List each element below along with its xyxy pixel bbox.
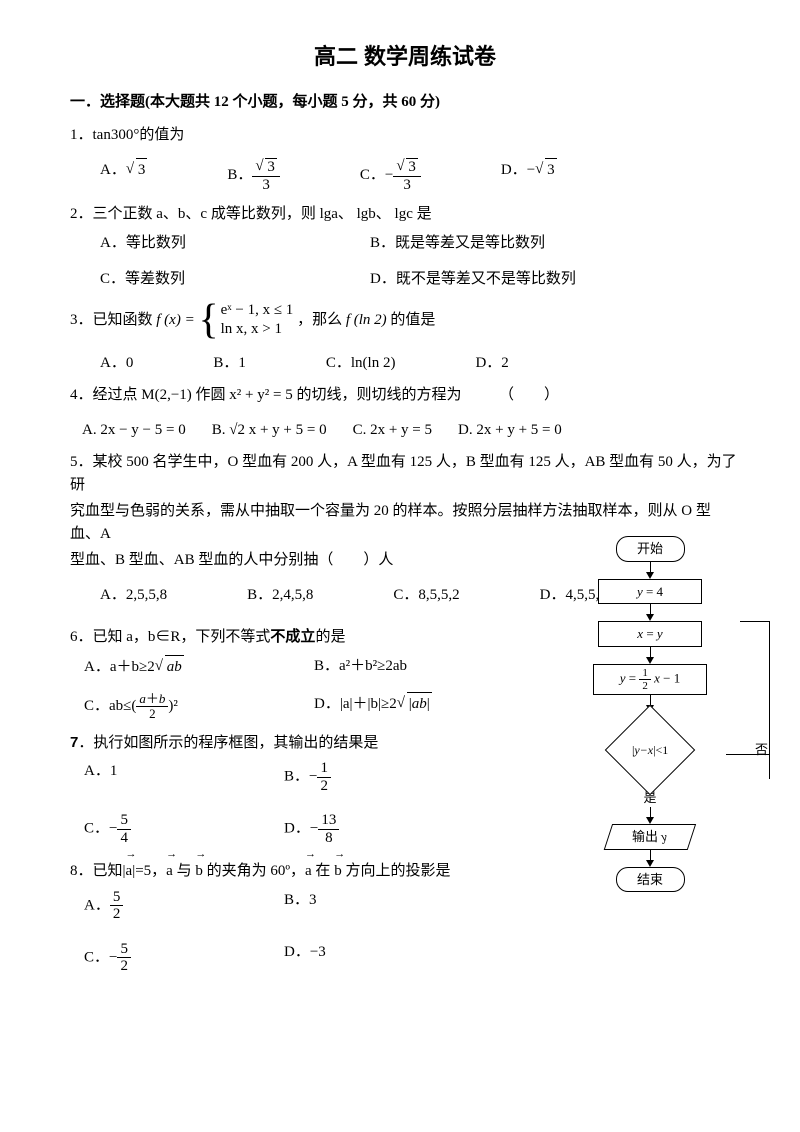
q6-opt-b: B．a²＋b²≥2ab	[314, 655, 540, 679]
q7-opt-c: C．−54	[84, 812, 284, 846]
q3-options: A．0 B．1 C．ln(ln 2) D．2	[100, 352, 740, 375]
q4-options: A. 2x − y − 5 = 0 B. √2 x + y + 5 = 0 C.…	[82, 419, 740, 442]
q5-opt-b: B．2,4,5,8	[247, 584, 313, 607]
q1-opt-d: D．−3	[501, 158, 557, 193]
q3-opt-a: A．0	[100, 352, 133, 375]
fc-step3: y = 12 x − 1	[593, 664, 707, 695]
q1-opt-b: B．33	[227, 158, 280, 193]
fc-end: 结束	[616, 867, 685, 893]
q8-opt-c: C．−52	[84, 941, 284, 975]
question-3: 3．已知函数 f (x) = { eˣ − 1, x ≤ 1 ln x, x >…	[70, 301, 740, 340]
fc-decision: |y−x|<1	[605, 704, 696, 795]
q3-opt-b: B．1	[213, 352, 246, 375]
fc-start: 开始	[616, 536, 685, 562]
q2-options: A．等比数列 B．既是等差又是等比数列 C．等差数列 D．既不是等差又不是等比数…	[100, 232, 740, 291]
q2-opt-a: A．等比数列	[100, 232, 370, 255]
q1-opt-a: A．3	[100, 158, 147, 193]
q3-opt-c: C．ln(ln 2)	[326, 352, 396, 375]
fc-no-label: 否	[755, 740, 768, 760]
fc-step1: y = 4	[598, 579, 702, 605]
question-8: 8．已知|a|=5，a 与 b 的夹角为 60º，a 在 b 方向上的投影是	[70, 856, 540, 883]
q8-opt-b: B．3	[284, 889, 540, 923]
fc-step2: x = y	[598, 621, 702, 647]
q1-opt-c: C．−33	[360, 158, 421, 193]
q6-opt-a: A．a＋b≥2ab	[84, 655, 314, 679]
question-7: 7．7．执行如图所示的程序框图，其输出的结果是执行如图所示的程序框图，其输出的结…	[70, 732, 540, 755]
q4-opt-a: A. 2x − y − 5 = 0	[82, 419, 186, 442]
q5-opt-c: C．8,5,5,2	[393, 584, 459, 607]
q6-opt-d: D．|a|＋|b|≥2|ab|	[314, 692, 540, 722]
q2-opt-b: B．既是等差又是等比数列	[370, 232, 740, 255]
page-title: 高二 数学周练试卷	[70, 40, 740, 73]
q1-options: A．3 B．33 C．−33 D．−3	[100, 158, 740, 193]
q8-options: A．52 B．3 C．−52 D．−3	[84, 889, 540, 975]
q4-opt-d: D. 2x + y + 5 = 0	[458, 419, 562, 442]
q6-options: A．a＋b≥2ab B．a²＋b²≥2ab C．ab≤(a＋b2)² D．|a|…	[84, 655, 540, 722]
q2-opt-d: D．既不是等差又不是等比数列	[370, 268, 740, 291]
question-2: 2．三个正数 a、b、c 成等比数列，则 lga、 lgb、 lgc 是	[70, 203, 740, 226]
q4-opt-b: B. √2 x + y + 5 = 0	[212, 419, 327, 442]
fc-output: 输出 y	[604, 824, 696, 850]
q2-opt-c: C．等差数列	[100, 268, 370, 291]
q7-options: A．1 B．−12 C．−54 D．−138	[84, 760, 540, 846]
section-heading: 一．选择题(本大题共 12 个小题，每小题 5 分，共 60 分)	[70, 91, 740, 114]
flowchart: 开始 y = 4 x = y y = 12 x − 1 |y−x|<1 否 是 …	[560, 536, 740, 892]
q6-opt-c: C．ab≤(a＋b2)²	[84, 692, 314, 722]
question-5-l1: 5．某校 500 名学生中，O 型血有 200 人，A 型血有 125 人，B …	[70, 451, 740, 496]
q7-opt-b: B．−12	[284, 760, 540, 794]
question-4: 4．经过点 M(2,−1) 作圆 x² + y² = 5 的切线，则切线的方程为…	[70, 384, 740, 407]
q8-opt-d: D．−3	[284, 941, 540, 975]
q8-opt-a: A．52	[84, 889, 284, 923]
q3-opt-d: D．2	[475, 352, 508, 375]
q7-opt-a: A．1	[84, 760, 284, 794]
q5-opt-a: A．2,5,5,8	[100, 584, 167, 607]
q7-opt-d: D．−138	[284, 812, 540, 846]
q4-opt-c: C. 2x + y = 5	[353, 419, 432, 442]
question-6: 6．已知 a，b∈R，下列不等式不成立的是	[70, 626, 540, 649]
question-1: 1．tan300°的值为	[70, 124, 740, 147]
